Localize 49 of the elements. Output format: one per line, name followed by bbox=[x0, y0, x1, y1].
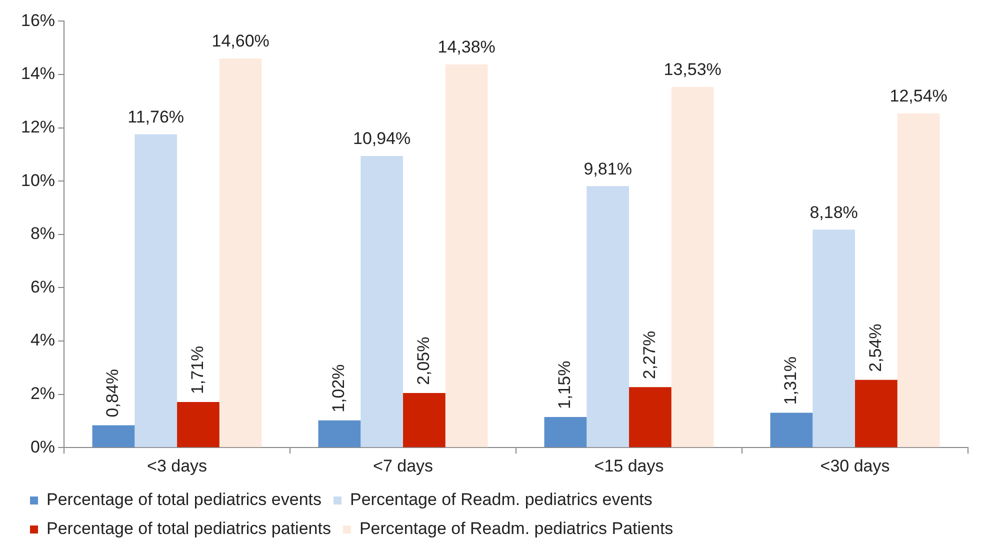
data-label: 1,02% bbox=[329, 364, 348, 412]
bar bbox=[770, 412, 813, 448]
data-label: 0,84% bbox=[103, 369, 122, 418]
bar bbox=[629, 387, 672, 448]
data-label: 11,76% bbox=[128, 107, 184, 126]
legend-label: Percentage of Readm. pediatrics events bbox=[350, 490, 652, 510]
legend-label: Percentage of total pediatrics patients bbox=[46, 519, 331, 538]
bar bbox=[897, 113, 940, 448]
bar bbox=[445, 64, 488, 448]
y-tick-label: 2% bbox=[30, 384, 56, 403]
data-label: 1,71% bbox=[188, 346, 207, 394]
data-label: 1,31% bbox=[781, 356, 800, 405]
y-tick-label: 12% bbox=[20, 117, 56, 136]
x-tick-label: <15 days bbox=[594, 456, 664, 476]
bar bbox=[360, 156, 404, 448]
legend-label: Percentage of total pediatrics events bbox=[46, 490, 322, 510]
x-tick-label: <3 days bbox=[147, 456, 208, 476]
bar bbox=[403, 392, 446, 448]
data-label: 2,05% bbox=[414, 336, 433, 385]
y-tick-label: 14% bbox=[20, 64, 56, 84]
y-tick-label: 8% bbox=[30, 224, 56, 244]
bar bbox=[671, 87, 714, 448]
bar bbox=[812, 230, 856, 448]
bar bbox=[177, 402, 220, 448]
y-tick-label: 16% bbox=[20, 10, 56, 30]
data-label: 1,15% bbox=[555, 360, 574, 409]
bar bbox=[219, 58, 262, 448]
data-label: 13,53% bbox=[664, 60, 722, 80]
y-tick-label: 10% bbox=[20, 170, 56, 190]
bar bbox=[318, 420, 361, 448]
bar bbox=[544, 416, 587, 448]
data-label: 14,60% bbox=[212, 32, 270, 51]
data-label: 14,38% bbox=[438, 38, 496, 57]
y-tick-label: 0% bbox=[30, 437, 56, 456]
bar bbox=[134, 134, 178, 448]
data-label: 9,81% bbox=[584, 159, 632, 178]
data-label: 2,27% bbox=[640, 330, 659, 380]
y-tick-label: 4% bbox=[30, 330, 56, 350]
data-label: 2,54% bbox=[866, 324, 885, 372]
bar bbox=[586, 186, 630, 448]
x-tick-label: <30 days bbox=[820, 456, 890, 476]
x-tick-label: <7 days bbox=[373, 456, 434, 476]
y-tick-label: 6% bbox=[30, 277, 56, 296]
data-label: 10,94% bbox=[352, 129, 411, 148]
bar bbox=[92, 425, 135, 448]
bar bbox=[855, 380, 898, 448]
data-label: 8,18% bbox=[810, 202, 858, 222]
legend-label: Percentage of Readm. pediatrics Patients bbox=[359, 519, 674, 538]
data-label: 12,54% bbox=[890, 86, 948, 106]
